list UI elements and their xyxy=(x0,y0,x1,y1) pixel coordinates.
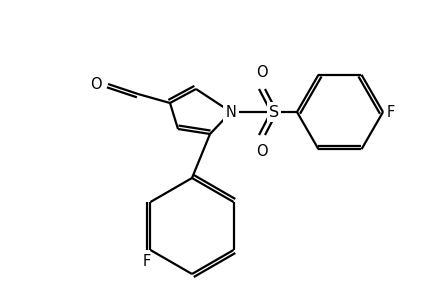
Text: O: O xyxy=(256,65,268,80)
Text: N: N xyxy=(226,105,236,120)
Text: O: O xyxy=(90,76,102,91)
Text: O: O xyxy=(256,144,268,159)
Text: F: F xyxy=(142,254,151,269)
Text: F: F xyxy=(387,105,395,120)
Text: S: S xyxy=(269,105,279,120)
